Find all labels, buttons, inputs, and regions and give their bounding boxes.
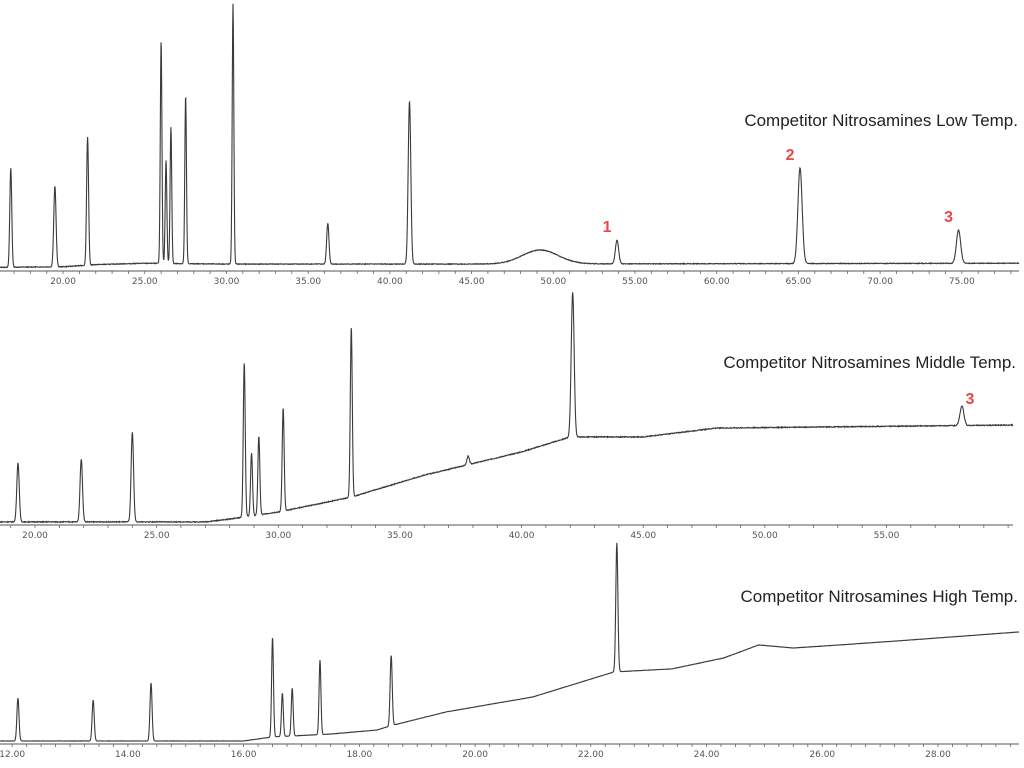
x-tick-label: 20.00	[462, 750, 488, 760]
x-tick-label: 75.00	[949, 277, 975, 287]
x-tick-label: 30.00	[265, 531, 291, 541]
x-tick-label: 35.00	[387, 531, 413, 541]
x-tick-label: 16.00	[231, 750, 257, 760]
panel-title: Competitor Nitrosamines High Temp.	[741, 587, 1018, 606]
x-tick-label: 25.00	[144, 531, 170, 541]
x-tick-label: 22.00	[578, 750, 604, 760]
peak-label-3: 3	[944, 209, 953, 226]
x-tick-label: 55.00	[874, 531, 900, 541]
x-tick-label: 24.00	[694, 750, 720, 760]
x-tick-label: 18.00	[346, 750, 372, 760]
x-tick-label: 40.00	[509, 531, 535, 541]
peak-label-3: 3	[965, 391, 974, 408]
x-tick-label: 20.00	[22, 531, 48, 541]
x-tick-label: 60.00	[704, 277, 730, 287]
x-tick-label: 45.00	[459, 277, 485, 287]
chromatogram-trace	[0, 3, 1020, 269]
x-tick-label: 20.00	[50, 277, 76, 287]
x-tick-label: 30.00	[214, 277, 240, 287]
peak-label-1: 1	[603, 219, 612, 236]
x-tick-label: 70.00	[867, 277, 893, 287]
x-tick-label: 35.00	[295, 277, 321, 287]
chromatogram-trace	[0, 542, 1020, 742]
panel-title: Competitor Nitrosamines Middle Temp.	[723, 353, 1016, 372]
panel-low-temp: Competitor Nitrosamines Low Temp. 20.00 2…	[0, 3, 1020, 287]
x-tick-label: 28.00	[925, 750, 951, 760]
x-tick-label: 14.00	[115, 750, 141, 760]
x-tick-label: 50.00	[752, 531, 778, 541]
panel-high-temp: Competitor Nitrosamines High Temp. 12.00…	[0, 542, 1020, 760]
panel-middle-temp: Competitor Nitrosamines Middle Temp. 20.…	[0, 292, 1016, 541]
x-tick-label: 26.00	[809, 750, 835, 760]
x-tick-label: 65.00	[786, 277, 812, 287]
x-tick-label: 50.00	[540, 277, 566, 287]
panel-title: Competitor Nitrosamines Low Temp.	[744, 111, 1018, 130]
x-tick-label: 55.00	[622, 277, 648, 287]
peak-label-2: 2	[786, 147, 795, 164]
x-tick-label: 25.00	[132, 277, 158, 287]
x-tick-label: 40.00	[377, 277, 403, 287]
x-tick-label: 12.00	[0, 750, 25, 760]
x-tick-label: 45.00	[630, 531, 656, 541]
chromatogram-trace	[0, 292, 1014, 524]
